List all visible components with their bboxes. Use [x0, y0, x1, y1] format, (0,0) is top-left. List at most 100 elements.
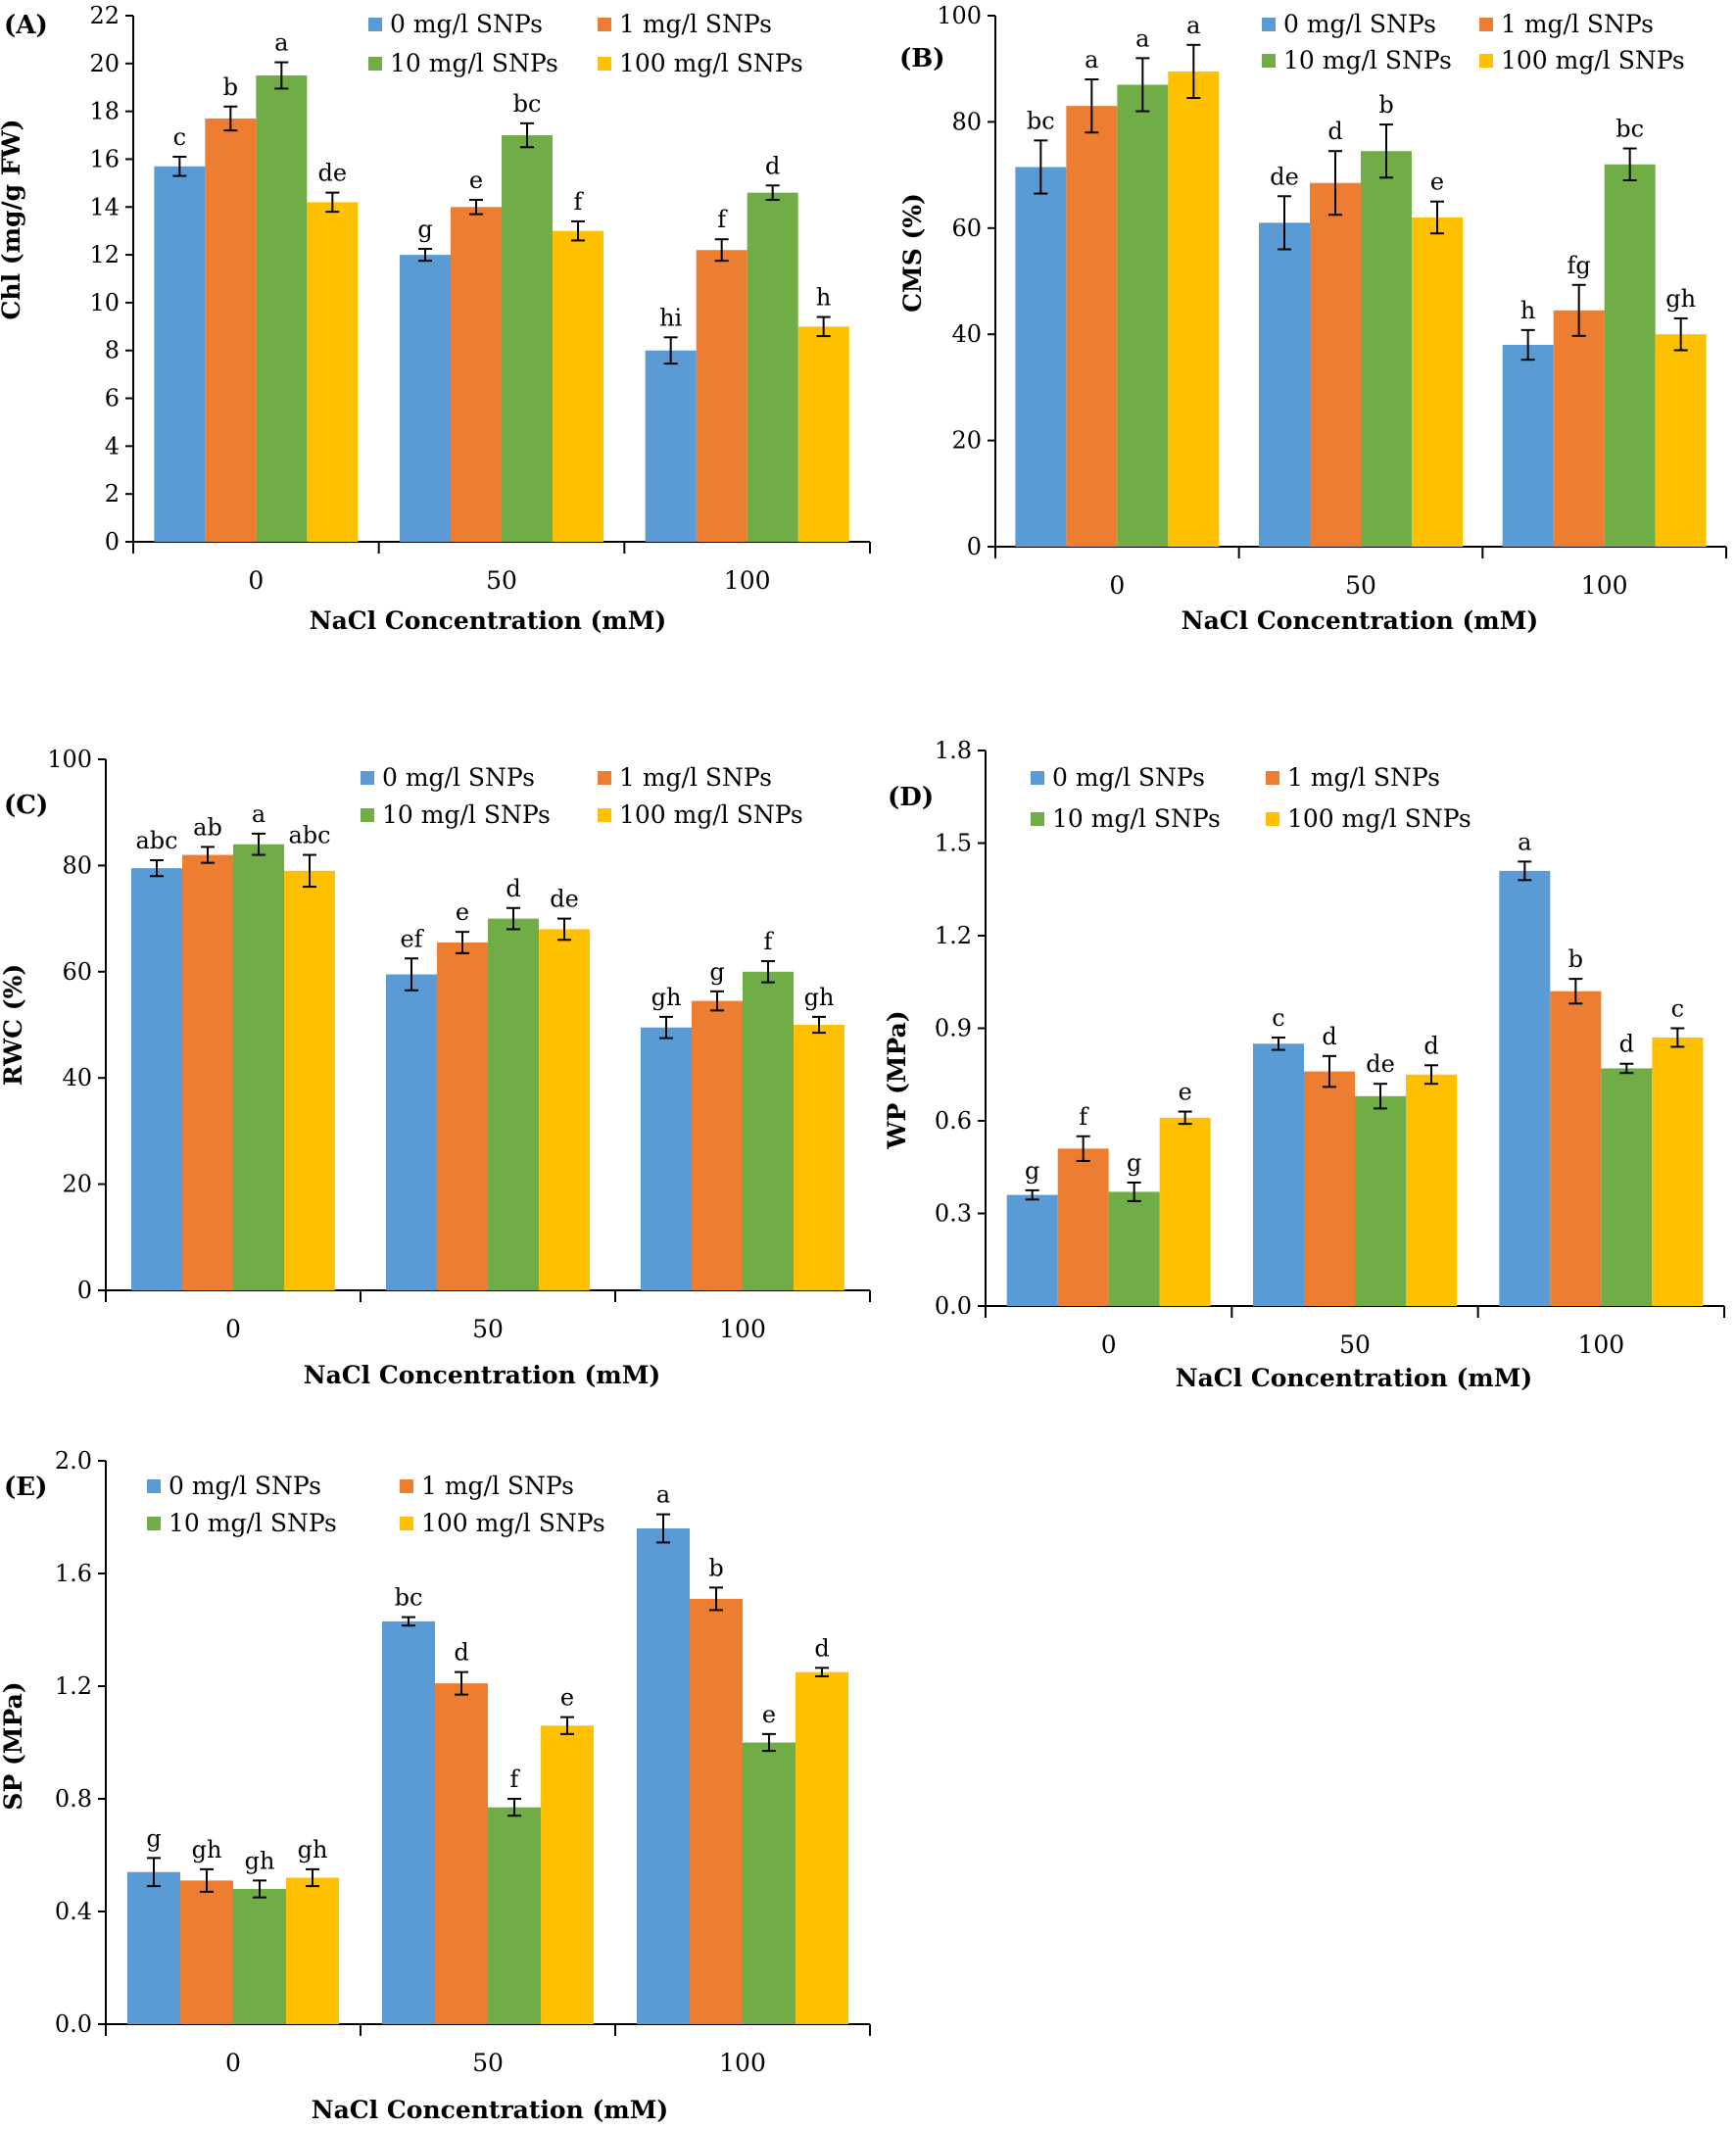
- significance-letter: hi: [659, 304, 682, 331]
- legend-swatch: [1031, 812, 1044, 826]
- significance-letter: abc: [135, 827, 177, 854]
- significance-letter: gh: [192, 1836, 222, 1863]
- y-tick-label: 1.2: [935, 922, 972, 949]
- y-tick-label: 20: [951, 427, 982, 455]
- legend-label: 100 mg/l SNPs: [1287, 804, 1471, 833]
- significance-letter: d: [814, 1634, 829, 1662]
- significance-letter: b: [1378, 91, 1393, 119]
- legend-label: 10 mg/l SNPs: [1283, 46, 1452, 74]
- y-tick-label: 1.5: [935, 830, 972, 857]
- bar: [1117, 84, 1169, 548]
- chart-panel-c: 0 20 40 60 80 100 0 50 100 abc ef gh ab e g a d f abc de gh 0…: [0, 746, 871, 1389]
- legend-label: 100 mg/l SNPs: [421, 1509, 605, 1537]
- y-tick-label: 0.0: [935, 1292, 972, 1320]
- significance-letter: f: [717, 206, 728, 233]
- significance-letter: gh: [245, 1847, 275, 1874]
- x-axis-label-c: NaCl Concentration (mM): [304, 1361, 661, 1389]
- legend-swatch: [368, 57, 382, 71]
- x-tick-label: 50: [1339, 1331, 1371, 1359]
- significance-letter: d: [765, 152, 780, 179]
- significance-letter: ef: [400, 925, 424, 952]
- bar: [182, 854, 233, 1290]
- bar: [1655, 334, 1707, 547]
- significance-letter: d: [1322, 1023, 1336, 1050]
- significance-letter: a: [274, 29, 288, 57]
- significance-letter: de: [1270, 163, 1299, 190]
- bar: [797, 326, 849, 542]
- significance-letter: de: [550, 886, 579, 913]
- y-tick-label: 10: [89, 289, 120, 316]
- y-tick-label: 0.4: [55, 1898, 92, 1925]
- y-tick-label: 0.9: [935, 1015, 972, 1042]
- y-tick-label: 16: [89, 145, 120, 172]
- legend-label: 1 mg/l SNPs: [1501, 10, 1654, 38]
- significance-letter: e: [762, 1701, 776, 1728]
- significance-letter: g: [1025, 1157, 1039, 1185]
- bar: [637, 1528, 690, 2024]
- bar: [256, 75, 308, 542]
- y-tick-label: 22: [89, 2, 120, 29]
- legend-label: 0 mg/l SNPs: [1283, 10, 1436, 38]
- legend-label: 1 mg/l SNPs: [1287, 763, 1440, 792]
- bar: [743, 1742, 796, 2024]
- panel-label-d: (D): [888, 783, 934, 812]
- bar: [541, 1725, 594, 2024]
- y-tick-label: 40: [62, 1064, 92, 1091]
- x-axis-label-a: NaCl Concentration (mM): [310, 606, 667, 635]
- x-tick-label: 0: [225, 1315, 241, 1343]
- bar: [1259, 222, 1310, 547]
- significance-letter: bc: [1615, 116, 1644, 143]
- significance-letter: b: [708, 1554, 723, 1581]
- significance-letter: a: [1518, 828, 1531, 855]
- y-tick-label: 0.3: [935, 1200, 972, 1228]
- bar: [747, 192, 798, 543]
- y-tick-label: 0.0: [55, 2010, 92, 2038]
- legend-label: 10 mg/l SNPs: [382, 800, 551, 829]
- legend-label: 0 mg/l SNPs: [169, 1472, 321, 1500]
- bar: [1168, 71, 1220, 547]
- x-tick-label: 100: [719, 1315, 766, 1343]
- x-tick-label: 50: [1345, 571, 1376, 600]
- y-tick-label: 20: [89, 50, 120, 77]
- significance-letter: h: [1520, 297, 1535, 324]
- legend-label: 100 mg/l SNPs: [1501, 46, 1685, 74]
- y-tick-label: 14: [89, 193, 120, 220]
- legend-label: 0 mg/l SNPs: [382, 763, 535, 792]
- significance-letter: e: [1179, 1079, 1192, 1106]
- bar: [1604, 164, 1656, 547]
- significance-letter: e: [456, 898, 469, 926]
- significance-letter: gh: [1665, 285, 1696, 313]
- bar: [692, 1000, 743, 1290]
- significance-letter: gh: [651, 984, 682, 1011]
- legend-swatch: [598, 808, 611, 822]
- significance-letter: g: [146, 1824, 161, 1852]
- bar: [1108, 1191, 1160, 1306]
- x-tick-label: 0: [248, 566, 264, 595]
- panel-label-a: (A): [4, 11, 48, 40]
- significance-letter: c: [1671, 995, 1684, 1023]
- y-tick-label: 0: [105, 528, 120, 556]
- significance-letter: b: [223, 73, 238, 101]
- bar: [307, 202, 359, 542]
- y-tick-label: 18: [89, 98, 120, 125]
- legend-label: 10 mg/l SNPs: [1052, 804, 1221, 833]
- significance-letter: fg: [1567, 252, 1591, 279]
- significance-letter: a: [656, 1481, 670, 1509]
- legend-swatch: [598, 18, 611, 31]
- significance-letter: de: [318, 160, 348, 187]
- legend-swatch: [1266, 812, 1279, 826]
- x-tick-label: 100: [719, 2049, 766, 2077]
- significance-letter: d: [1619, 1031, 1634, 1058]
- significance-letter: f: [574, 188, 585, 216]
- significance-letter: g: [709, 958, 724, 986]
- chart-panel-e: 0.0 0.4 0.8 1.2 1.6 2.0 0 50 100 g bc a gh d b gh f e gh e d…: [0, 1447, 871, 2124]
- legend-swatch: [361, 771, 374, 785]
- x-tick-label: 50: [486, 566, 517, 595]
- bar: [382, 1621, 435, 2024]
- bar: [435, 1683, 488, 2024]
- bar: [696, 250, 747, 542]
- bar: [1499, 870, 1551, 1306]
- significance-letter: d: [454, 1639, 468, 1667]
- legend-swatch: [1266, 771, 1279, 785]
- y-tick-label: 80: [62, 851, 92, 879]
